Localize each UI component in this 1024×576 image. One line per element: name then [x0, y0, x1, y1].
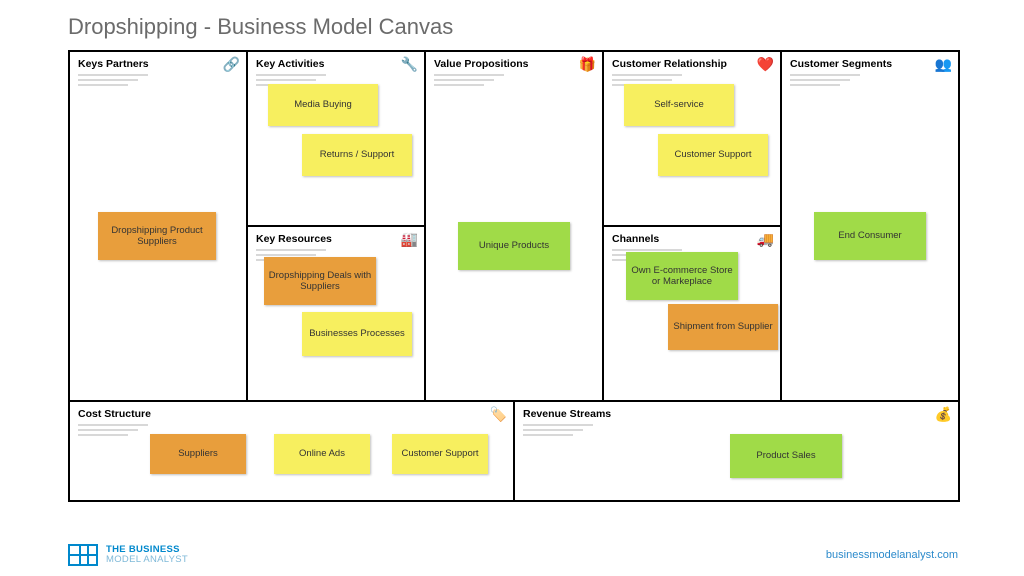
relationship-icon: ❤️ [757, 56, 774, 73]
footer-url: businessmodelanalyst.com [826, 549, 958, 561]
brand-line2: MODEL ANALYST [106, 554, 188, 565]
n-shipment: Shipment from Supplier [668, 304, 778, 350]
section-title-partners: Keys Partners [78, 58, 238, 70]
brand-icon [68, 544, 98, 566]
brand-logo: THE BUSINESS MODEL ANALYST [68, 544, 188, 566]
cost-icon: 🏷️ [490, 406, 507, 423]
page-title: Dropshipping - Business Model Canvas [0, 0, 1024, 48]
brand-text: THE BUSINESS MODEL ANALYST [106, 545, 188, 566]
placeholder-lines [790, 74, 950, 86]
n-endconsumer: End Consumer [814, 212, 926, 260]
channels-icon: 🚚 [757, 231, 774, 248]
n-custsupport: Customer Support [658, 134, 768, 176]
section-title-resources: Key Resources [256, 233, 416, 245]
revenue-icon: 💰 [935, 406, 952, 423]
section-title-relationship: Customer Relationship [612, 58, 772, 70]
n-selfservice: Self-service [624, 84, 734, 126]
n-deals: Dropshipping Deals with Suppliers [264, 257, 376, 305]
n-returns: Returns / Support [302, 134, 412, 176]
n-cost-ads: Online Ads [274, 434, 370, 474]
n-ownstore: Own E-commerce Store or Markeplace [626, 252, 738, 300]
section-title-revenue: Revenue Streams [523, 408, 950, 420]
section-title-activities: Key Activities [256, 58, 416, 70]
brand-line1: THE BUSINESS [106, 544, 180, 555]
section-title-channels: Channels [612, 233, 772, 245]
bmc-canvas: Keys Partners🔗 Key Activities🔧 Key Resourc… [68, 50, 958, 500]
n-cost-suppliers: Suppliers [150, 434, 246, 474]
partners-icon: 🔗 [223, 56, 240, 73]
n-suppliers-product: Dropshipping Product Suppliers [98, 212, 216, 260]
n-processes: Businesses Processes [302, 312, 412, 356]
n-media-buying: Media Buying [268, 84, 378, 126]
n-unique: Unique Products [458, 222, 570, 270]
segments-icon: 👥 [935, 56, 952, 73]
footer: THE BUSINESS MODEL ANALYST businessmodel… [68, 544, 958, 566]
n-cost-support: Customer Support [392, 434, 488, 474]
value-icon: 🎁 [579, 56, 596, 73]
section-title-segments: Customer Segments [790, 58, 950, 70]
section-title-value: Value Propositions [434, 58, 594, 70]
activities-icon: 🔧 [401, 56, 418, 73]
placeholder-lines [434, 74, 594, 86]
n-rev-sales: Product Sales [730, 434, 842, 478]
placeholder-lines [78, 74, 238, 86]
section-title-cost: Cost Structure [78, 408, 505, 420]
resources-icon: 🏭 [401, 231, 418, 248]
